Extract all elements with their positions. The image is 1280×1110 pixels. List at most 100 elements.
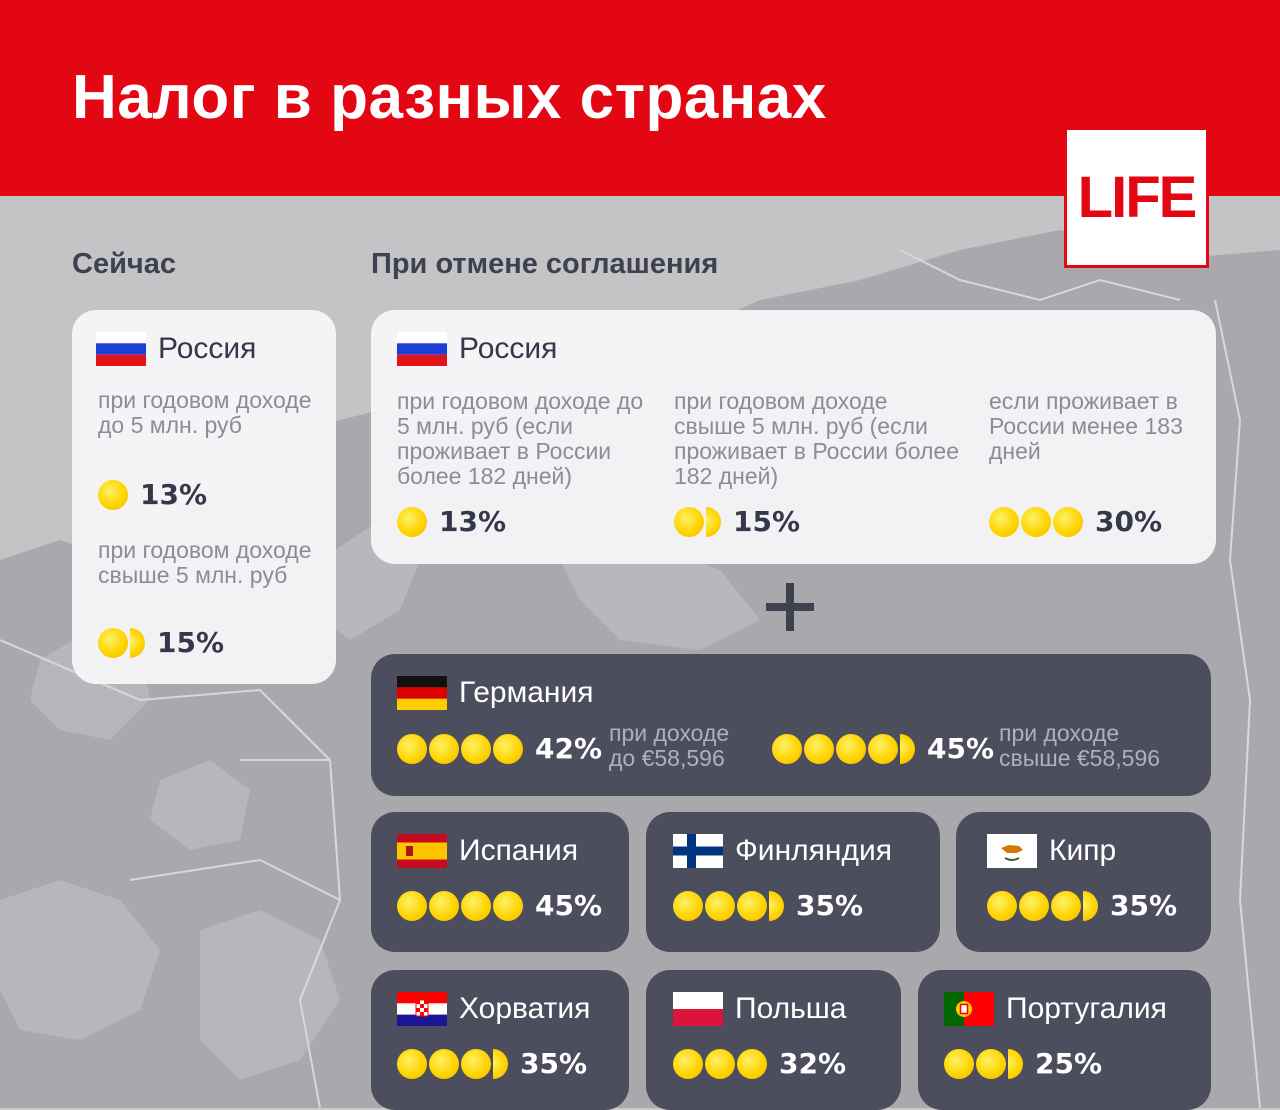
coin-icon <box>1053 506 1083 537</box>
cyprus-rate: 35% <box>987 889 1177 922</box>
coin-icons <box>397 890 525 921</box>
coin-icon <box>737 1048 767 1079</box>
cyprus-name: Кипр <box>1049 834 1117 867</box>
coin-icon <box>1021 506 1051 537</box>
coin-icon <box>461 1048 491 1079</box>
germany-card: Германия 42% при доходе до €58,596 45% п… <box>371 654 1211 796</box>
coin-icon <box>397 1048 427 1079</box>
cyprus-rate-value: 35% <box>1110 889 1178 922</box>
now-country-heading: Россия <box>96 332 256 366</box>
coin-icons <box>673 1048 769 1079</box>
section-label-now: Сейчас <box>72 248 176 280</box>
coin-icon <box>674 506 704 537</box>
plus-icon <box>766 583 814 631</box>
germany-rate-1: 42% <box>397 732 602 765</box>
coin-icon <box>772 733 802 764</box>
germany-rate-note-2: при доходе свыше €58,596 <box>999 720 1161 771</box>
coin-icon <box>98 479 128 510</box>
coin-icon <box>397 506 427 537</box>
cancel-country-heading: Россия <box>397 332 557 366</box>
finland-rate-value: 35% <box>796 889 864 922</box>
coin-icon <box>673 1048 703 1079</box>
half-coin-icon <box>900 733 915 764</box>
coin-icons <box>772 733 917 764</box>
croatia-rate-value: 35% <box>520 1047 588 1080</box>
coin-icons <box>98 627 147 658</box>
poland-rate-value: 32% <box>779 1047 847 1080</box>
cancel-rate-2: 15% <box>674 505 800 538</box>
cyprus-flag-icon <box>987 834 1037 868</box>
spain-rate: 45% <box>397 889 602 922</box>
life-logo: LIFE <box>1064 127 1209 268</box>
poland-name: Польша <box>735 992 847 1025</box>
coin-icon <box>673 890 703 921</box>
cancel-rate-value-2: 15% <box>733 505 801 538</box>
coin-icon <box>461 890 491 921</box>
coin-icon <box>944 1048 974 1079</box>
coin-icon <box>836 733 866 764</box>
poland-card: Польша 32% <box>646 970 901 1110</box>
poland-flag-icon <box>673 992 723 1026</box>
coin-icons <box>944 1048 1025 1079</box>
now-rate-1: 13% <box>98 478 207 511</box>
now-rate-note-1: при годовом доходе до 5 млн. руб <box>98 387 312 438</box>
spain-flag-icon <box>397 834 447 868</box>
coin-icon <box>98 627 128 658</box>
page-title: Налог в разных странах <box>72 63 827 132</box>
coin-icons <box>397 506 429 537</box>
cyprus-heading: Кипр <box>987 834 1116 868</box>
coin-icon <box>705 890 735 921</box>
poland-rate: 32% <box>673 1047 846 1080</box>
russia-flag-icon <box>397 332 447 366</box>
brand-logo-text: LIFE <box>1077 165 1198 230</box>
coin-icon <box>737 890 767 921</box>
finland-rate: 35% <box>673 889 863 922</box>
coin-icons <box>674 506 723 537</box>
croatia-flag-icon <box>397 992 447 1026</box>
finland-card: Финляндия 35% <box>646 812 940 952</box>
half-coin-icon <box>1083 890 1098 921</box>
cancel-rate-3: 30% <box>989 505 1162 538</box>
coin-icons <box>98 479 130 510</box>
portugal-rate: 25% <box>944 1047 1102 1080</box>
germany-rate-2: 45% <box>772 732 994 765</box>
coin-icon <box>868 733 898 764</box>
now-country-name: Россия <box>158 332 257 365</box>
finland-heading: Финляндия <box>673 834 892 868</box>
cancel-rate-value-1: 13% <box>439 505 507 538</box>
germany-name: Германия <box>459 676 594 709</box>
coin-icon <box>493 890 523 921</box>
now-russia-card: Россия при годовом доходе до 5 млн. руб … <box>72 310 336 684</box>
cancel-rate-note-3: если проживает в России менее 183 дней <box>989 388 1183 464</box>
cancel-rate-value-3: 30% <box>1095 505 1163 538</box>
coin-icon <box>493 733 523 764</box>
half-coin-icon <box>1008 1048 1023 1079</box>
coin-icon <box>429 733 459 764</box>
now-rate-value-1: 13% <box>140 478 208 511</box>
section-label-cancel: При отмене соглашения <box>371 248 719 280</box>
coin-icon <box>987 890 1017 921</box>
coin-icon <box>1019 890 1049 921</box>
cancel-country-name: Россия <box>459 332 558 365</box>
coin-icon <box>976 1048 1006 1079</box>
coin-icon <box>705 1048 735 1079</box>
cancel-rate-1: 13% <box>397 505 506 538</box>
portugal-name: Португалия <box>1006 992 1167 1025</box>
coin-icon <box>1051 890 1081 921</box>
cancel-rate-note-1: при годовом доходе до 5 млн. руб (если п… <box>397 388 644 489</box>
coin-icons <box>397 1048 510 1079</box>
croatia-card: Хорватия 35% <box>371 970 629 1110</box>
coin-icon <box>461 733 491 764</box>
poland-heading: Польша <box>673 992 846 1026</box>
coin-icons <box>987 890 1100 921</box>
croatia-name: Хорватия <box>459 992 591 1025</box>
germany-rate-value-1: 42% <box>535 732 603 765</box>
portugal-rate-value: 25% <box>1035 1047 1103 1080</box>
spain-name: Испания <box>459 834 579 867</box>
half-coin-icon <box>493 1048 508 1079</box>
finland-flag-icon <box>673 834 723 868</box>
coin-icon <box>429 1048 459 1079</box>
now-rate-value-2: 15% <box>157 626 225 659</box>
germany-rate-note-1: при доходе до €58,596 <box>609 720 730 771</box>
portugal-flag-icon <box>944 992 994 1026</box>
